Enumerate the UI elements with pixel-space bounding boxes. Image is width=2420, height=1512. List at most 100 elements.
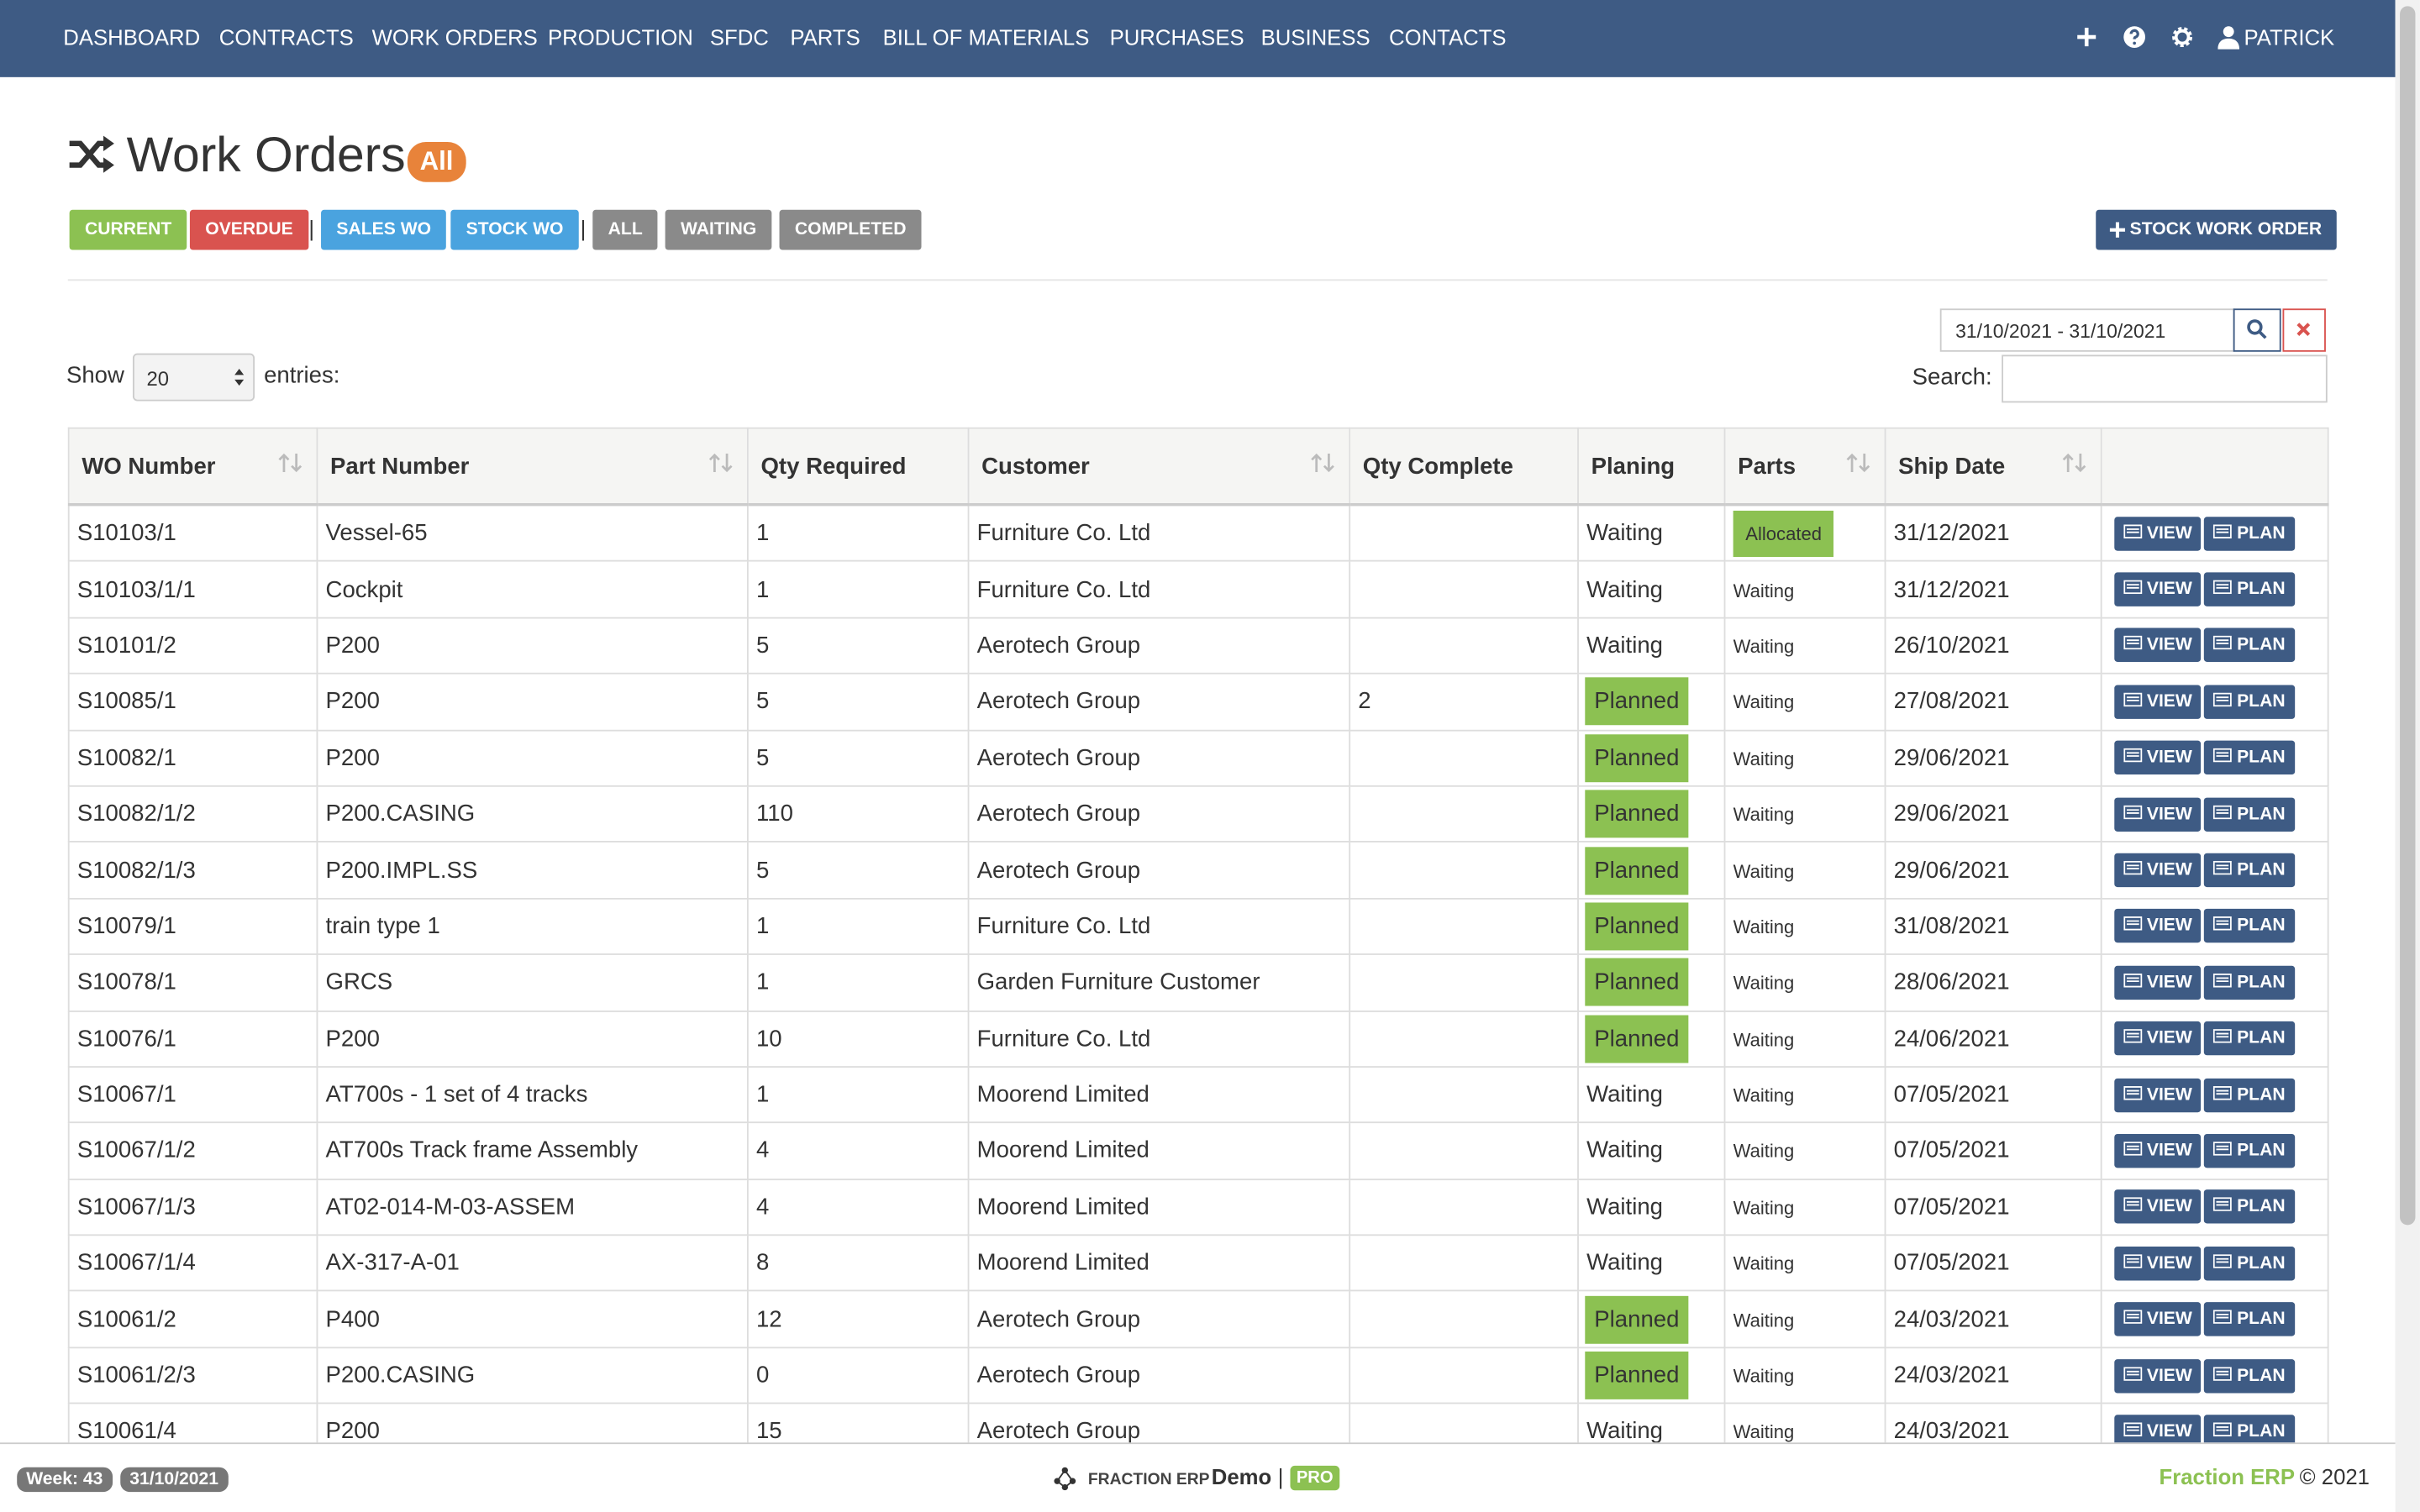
- actions-cell: VIEW PLAN: [2100, 953, 2329, 1011]
- action-button[interactable]: VIEW: [2114, 796, 2202, 832]
- nav-item[interactable]: CONTACTS: [1389, 24, 1507, 50]
- cell-text: Waiting: [1586, 1137, 1663, 1164]
- cell-text: Aerotech Group: [976, 801, 1141, 827]
- column-header: Qty Complete: [1349, 427, 1579, 507]
- action-button[interactable]: PLAN: [2204, 1133, 2295, 1168]
- table-cell: [1349, 785, 1579, 843]
- page-size-select[interactable]: 20: [132, 353, 255, 402]
- action-button[interactable]: PLAN: [2204, 965, 2295, 1000]
- search-date-button[interactable]: [2233, 308, 2281, 352]
- add-icon[interactable]: [2075, 24, 2099, 49]
- action-label: VIEW: [2146, 692, 2192, 711]
- actions-cell: VIEW PLAN: [2100, 1290, 2329, 1349]
- nav-item[interactable]: PURCHASES: [1109, 24, 1244, 50]
- action-button[interactable]: PLAN: [2204, 572, 2295, 606]
- table-cell: Waiting: [1577, 1121, 1726, 1180]
- action-icon: [2213, 580, 2233, 595]
- help-icon[interactable]: [2122, 24, 2146, 49]
- table-cell: Waiting: [1723, 1178, 1886, 1236]
- nav-item[interactable]: PRODUCTION: [548, 24, 693, 50]
- cell-text: Waiting: [1586, 1418, 1663, 1445]
- table-cell: 31/12/2021: [1884, 560, 2102, 619]
- date-range-input[interactable]: 31/10/2021 - 31/10/2021: [1939, 308, 2235, 352]
- filter-button[interactable]: CURRENT: [69, 209, 187, 250]
- action-icon: [2213, 805, 2233, 819]
- action-button[interactable]: PLAN: [2204, 1021, 2295, 1056]
- action-button[interactable]: VIEW: [2114, 685, 2202, 719]
- filter-button[interactable]: COMPLETED: [779, 209, 922, 250]
- column-header[interactable]: Parts: [1723, 427, 1886, 507]
- search-input[interactable]: [2002, 354, 2328, 403]
- new-stock-wo-button[interactable]: STOCK WORK ORDER: [2096, 209, 2338, 250]
- action-button[interactable]: VIEW: [2114, 516, 2202, 551]
- nav-item[interactable]: BILL OF MATERIALS: [882, 24, 1090, 50]
- column-header[interactable]: WO Number: [67, 427, 318, 507]
- clear-date-button[interactable]: [2282, 308, 2326, 352]
- actions-cell: VIEW PLAN: [2100, 1121, 2329, 1180]
- action-button[interactable]: VIEW: [2114, 853, 2202, 888]
- nav-item[interactable]: DASHBOARD: [63, 24, 201, 50]
- table-cell: S10067/1/2: [67, 1121, 318, 1180]
- table-cell: Planned: [1577, 1290, 1726, 1349]
- action-button[interactable]: VIEW: [2114, 1302, 2202, 1336]
- action-button[interactable]: VIEW: [2114, 1246, 2202, 1281]
- table-row: S10103/1 Vessel-65 1 Furniture Co. Ltd Waiti…: [67, 503, 2329, 563]
- cell-text: 07/05/2021: [1893, 1081, 2010, 1108]
- action-button[interactable]: VIEW: [2114, 1078, 2202, 1112]
- action-button[interactable]: PLAN: [2204, 796, 2295, 832]
- action-button[interactable]: VIEW: [2114, 1189, 2202, 1225]
- action-button[interactable]: VIEW: [2114, 741, 2202, 775]
- filter-button[interactable]: WAITING: [665, 209, 772, 250]
- action-button[interactable]: VIEW: [2114, 572, 2202, 606]
- table-cell: Waiting: [1723, 1347, 1886, 1404]
- action-button[interactable]: PLAN: [2204, 1078, 2295, 1112]
- action-button[interactable]: PLAN: [2204, 853, 2295, 888]
- user-menu[interactable]: PATRICK: [2244, 24, 2335, 50]
- action-button[interactable]: VIEW: [2114, 628, 2202, 663]
- table-cell: Waiting: [1723, 617, 1886, 675]
- cell-text: Waiting: [1586, 1081, 1663, 1108]
- column-header[interactable]: Ship Date: [1884, 427, 2102, 507]
- action-icon: [2123, 1085, 2143, 1100]
- nav-item[interactable]: BUSINESS: [1260, 24, 1370, 50]
- action-button[interactable]: VIEW: [2114, 1021, 2202, 1056]
- column-header[interactable]: Part Number: [316, 427, 749, 507]
- action-button[interactable]: PLAN: [2204, 1189, 2295, 1225]
- actions-cell: VIEW PLAN: [2100, 1010, 2329, 1068]
- cell-text: P200: [325, 1025, 380, 1053]
- settings-icon[interactable]: [2170, 24, 2194, 49]
- nav-item[interactable]: CONTRACTS: [218, 24, 354, 50]
- action-button[interactable]: PLAN: [2204, 628, 2295, 663]
- action-button[interactable]: VIEW: [2114, 909, 2202, 943]
- action-button[interactable]: VIEW: [2114, 1358, 2202, 1393]
- action-button[interactable]: PLAN: [2204, 909, 2295, 943]
- column-header[interactable]: Customer: [967, 427, 1351, 507]
- filter-button[interactable]: SALES WO: [321, 209, 447, 250]
- scrollbar-thumb[interactable]: [2400, 6, 2416, 1226]
- table-cell: Planned: [1577, 1347, 1726, 1404]
- action-button[interactable]: PLAN: [2204, 1246, 2295, 1281]
- table-cell: GRCS: [316, 953, 749, 1011]
- filter-button[interactable]: OVERDUE: [189, 209, 309, 250]
- filter-button[interactable]: STOCK WO: [450, 209, 579, 250]
- table-cell: P200.CASING: [316, 1347, 749, 1404]
- entries-label: entries:: [264, 362, 340, 389]
- filter-button[interactable]: ALL: [592, 209, 659, 250]
- action-label: VIEW: [2146, 860, 2192, 879]
- action-button[interactable]: PLAN: [2204, 741, 2295, 775]
- action-button[interactable]: PLAN: [2204, 1302, 2295, 1336]
- action-button[interactable]: VIEW: [2114, 965, 2202, 1000]
- table-cell: Waiting: [1577, 503, 1726, 563]
- table-cell: Waiting: [1723, 897, 1886, 956]
- table-cell: Aerotech Group: [967, 617, 1351, 675]
- action-button[interactable]: PLAN: [2204, 685, 2295, 719]
- nav-item[interactable]: PARTS: [790, 24, 860, 50]
- nav-item[interactable]: WORK ORDERS: [371, 24, 538, 50]
- table-cell: Planned: [1577, 673, 1726, 731]
- table-cell: train type 1: [316, 897, 749, 956]
- date-badge: 31/10/2021: [120, 1467, 229, 1493]
- action-button[interactable]: PLAN: [2204, 1358, 2295, 1393]
- nav-item[interactable]: SFDC: [709, 24, 769, 50]
- action-button[interactable]: PLAN: [2204, 516, 2295, 551]
- action-button[interactable]: VIEW: [2114, 1133, 2202, 1168]
